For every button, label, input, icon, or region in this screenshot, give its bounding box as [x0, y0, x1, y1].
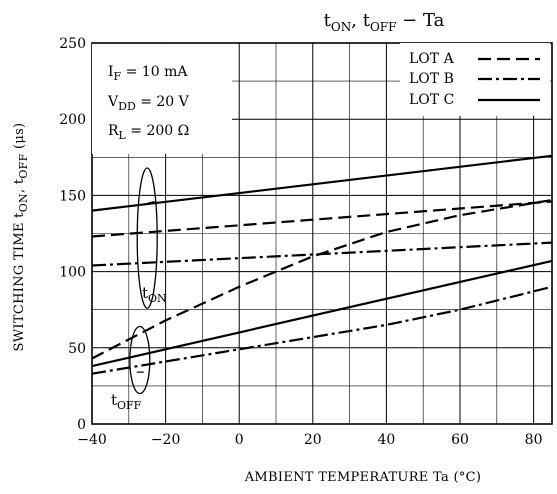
legend: LOT A LOT B LOT C	[400, 43, 550, 116]
toff-group-bracket	[129, 325, 151, 395]
y-axis-label-pre: SWITCHING TIME t	[12, 212, 27, 352]
y-axis-label: SWITCHING TIME tON, tOFF (μs)	[12, 123, 30, 352]
group-label-ton: tON	[142, 284, 167, 305]
y-tick-label: 50	[68, 341, 86, 357]
series-line-lot-c-ton	[91, 154, 553, 212]
conditions-box: IF = 10 mA VDD = 20 V RL = 200 Ω	[92, 44, 232, 154]
y-axis-label-on: ON	[17, 193, 30, 212]
x-tick-label: 20	[304, 432, 322, 448]
series-lines	[91, 154, 553, 375]
y-tick-label: 250	[59, 36, 86, 52]
chart-title: tON, tOFF − Ta	[324, 10, 445, 34]
x-tick-label: 80	[525, 432, 543, 448]
chart-title-sep: , t	[351, 10, 370, 31]
y-axis-label-off: OFF	[17, 153, 30, 178]
y-tick-label: 100	[59, 265, 86, 281]
chart-title-on: ON	[331, 20, 351, 34]
condition-rl: RL = 200 Ω	[108, 123, 189, 142]
x-tick-label: −40	[77, 432, 107, 448]
series-line-lot-a-ton	[91, 200, 553, 238]
series-line-lot-c-toff	[91, 259, 553, 368]
x-tick-label: 40	[377, 432, 395, 448]
y-tick-label: 0	[77, 417, 86, 433]
y-axis-label-unit: (μs)	[12, 123, 27, 154]
y-tick-label: 200	[59, 112, 86, 128]
x-tick-label: −20	[151, 432, 181, 448]
ton-group-bracket	[136, 167, 158, 309]
chart-title-tail: − Ta	[396, 10, 444, 31]
plot-frame	[91, 42, 553, 425]
annotations	[129, 167, 158, 395]
chart-title-off: OFF	[370, 20, 397, 34]
legend-label-lot-b: LOT B	[409, 71, 454, 87]
y-tick-label: 150	[59, 188, 86, 204]
y-axis-label-mid: , t	[12, 178, 27, 193]
x-tick-label: 0	[235, 432, 244, 448]
chart-title-t1: t	[324, 10, 332, 31]
conditions-bg	[92, 44, 232, 154]
series-line-lot-a-toff	[91, 198, 553, 360]
condition-if: IF = 10 mA	[108, 64, 188, 83]
x-axis-label: AMBIENT TEMPERATURE Ta (°C)	[244, 470, 482, 485]
tick-labels: −40 −20 0 20 40 60 80 0 50 100 150 200 250	[59, 36, 542, 448]
group-label-toff: tOFF	[111, 391, 142, 412]
plot-border	[91, 42, 553, 425]
legend-label-lot-c: LOT C	[409, 92, 454, 108]
legend-bg	[400, 43, 550, 116]
x-tick-label: 60	[451, 432, 469, 448]
legend-label-lot-a: LOT A	[409, 51, 455, 67]
condition-vdd: VDD = 20 V	[107, 94, 190, 113]
ton-bracket-tick	[143, 200, 155, 206]
